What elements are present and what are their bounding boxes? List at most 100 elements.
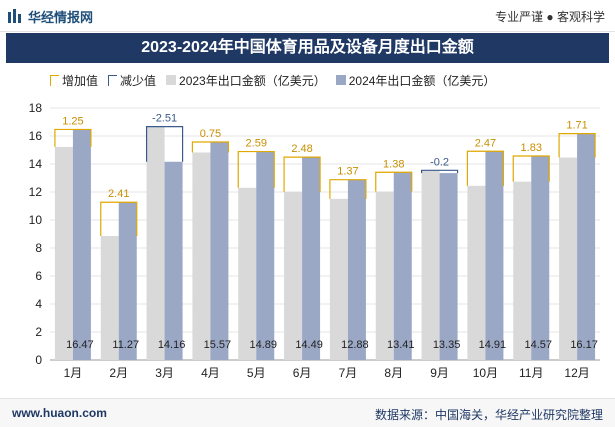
value-label-2024: 14.91 <box>479 339 507 351</box>
value-label-2024: 11.27 <box>112 339 139 351</box>
x-tick-label: 5月 <box>247 366 266 380</box>
value-label-2024: 14.16 <box>158 339 186 351</box>
x-tick-label: 6月 <box>293 366 312 380</box>
change-label: 1.83 <box>521 142 542 154</box>
change-label: 2.41 <box>108 188 129 200</box>
chart-plot: 0 2 4 6 8 10 12 14 16 18 1.25 16.47 1月 2.41 11.27 2月 -2.… <box>29 101 600 380</box>
bar-2024 <box>577 133 596 360</box>
value-label-2024: 15.57 <box>204 339 232 351</box>
change-label: 2.59 <box>246 138 267 150</box>
change-label: 2.48 <box>291 143 312 155</box>
increase-bracket <box>466 150 505 186</box>
legend-label-2023: 2023年出口金额（亿美元） <box>179 73 326 88</box>
bar-2023 <box>54 146 73 360</box>
logo-text: 华经情报网 <box>28 10 94 25</box>
bar-2023 <box>146 126 165 360</box>
bar-2024 <box>210 142 229 360</box>
x-tick-label: 2月 <box>109 366 128 380</box>
decrease-bracket <box>420 169 459 174</box>
y-tick-label: 18 <box>29 101 43 115</box>
y-tick-label: 6 <box>35 269 42 283</box>
value-label-2024: 13.35 <box>433 339 461 351</box>
increase-swatch-icon <box>50 74 59 86</box>
bar-2024 <box>72 129 91 360</box>
series-2024-swatch-icon <box>335 75 346 85</box>
change-label: 0.75 <box>200 128 221 140</box>
bar-2023 <box>192 152 211 360</box>
y-tick-label: 2 <box>35 325 42 339</box>
bar-2024 <box>118 202 137 360</box>
value-label-2024: 12.88 <box>341 339 369 351</box>
bar-2024 <box>439 173 458 360</box>
legend-label-decrease: 减少值 <box>120 73 157 88</box>
x-tick-label: 4月 <box>201 366 220 380</box>
footer-source: 数据来源：中国海关，华经产业研究院整理 <box>374 408 603 422</box>
bar-2023 <box>513 181 532 360</box>
x-tick-label: 11月 <box>519 366 543 380</box>
value-label-2024: 14.89 <box>249 339 277 351</box>
y-tick-label: 0 <box>35 353 42 367</box>
legend-item-2023: 2023年出口金额（亿美元） <box>166 72 326 89</box>
footer-url[interactable]: www.huaon.com <box>12 406 107 420</box>
x-tick-label: 8月 <box>384 366 403 380</box>
legend-label-2024: 2024年出口金额（亿美元） <box>348 73 496 88</box>
decrease-bracket <box>145 126 184 162</box>
bar-2024 <box>531 156 550 360</box>
y-tick-label: 16 <box>29 129 43 143</box>
x-tick-label: 3月 <box>155 366 174 380</box>
legend-item-decrease: 减少值 <box>108 72 156 89</box>
increase-bracket <box>191 141 230 153</box>
bar-2023 <box>100 235 119 360</box>
x-tick-label: 7月 <box>339 366 358 380</box>
change-label: 2.47 <box>475 137 496 149</box>
increase-bracket <box>558 133 596 158</box>
top-bar: 华经情报网 专业严谨 ● 客观科学 <box>0 0 615 32</box>
value-label-2024: 16.47 <box>66 339 94 351</box>
legend-label-increase: 增加值 <box>62 73 99 88</box>
bar-2023 <box>375 191 394 360</box>
value-label-2024: 14.49 <box>295 339 323 351</box>
increase-bracket <box>283 156 321 192</box>
increase-bracket <box>329 179 367 199</box>
bar-2024 <box>302 157 321 360</box>
bar-2024 <box>485 151 504 360</box>
y-tick-label: 14 <box>29 157 43 171</box>
bar-2024 <box>393 172 412 360</box>
bar-2024 <box>164 161 183 360</box>
change-label: 1.37 <box>337 166 358 178</box>
logo-icon <box>8 9 21 23</box>
change-label: 1.38 <box>383 158 404 170</box>
series-2023-swatch-icon <box>166 75 177 85</box>
bar-2023 <box>467 185 486 360</box>
value-label-2024: 16.17 <box>570 339 598 351</box>
y-tick-label: 12 <box>29 185 43 199</box>
chart-title: 2023-2024年中国体育用品及设备月度出口金额 <box>141 39 474 56</box>
bar-2023 <box>559 157 578 360</box>
increase-bracket <box>54 128 92 147</box>
header-slogan: 专业严谨 ● 客观科学 <box>495 10 605 24</box>
y-tick-label: 8 <box>35 241 42 255</box>
bar-2023 <box>284 191 303 360</box>
value-label-2024: 13.41 <box>387 339 415 351</box>
legend-item-increase: 增加值 <box>50 72 98 89</box>
decrease-swatch-icon <box>108 74 118 86</box>
change-label: 1.25 <box>62 115 83 127</box>
y-tick-label: 4 <box>35 297 42 311</box>
value-label-2024: 14.57 <box>524 339 552 351</box>
x-tick-label: 12月 <box>564 366 589 380</box>
footer: www.huaon.com 数据来源：中国海关，华经产业研究院整理 <box>0 398 615 427</box>
legend-item-2024: 2024年出口金额（亿美元） <box>335 72 496 89</box>
bar-2023 <box>329 198 348 360</box>
chart-legend: 增加值 减少值 2023年出口金额（亿美元） 2024年出口金额（亿美元） <box>50 70 505 90</box>
change-label: -0.2 <box>430 156 449 168</box>
x-tick-label: 9月 <box>430 366 449 380</box>
bar-2024 <box>256 151 275 360</box>
x-tick-label: 1月 <box>64 366 83 380</box>
bar-2023 <box>238 187 257 360</box>
title-bar: 2023-2024年中国体育用品及设备月度出口金额 <box>6 33 609 63</box>
change-label: 1.71 <box>566 120 587 132</box>
bar-2024 <box>347 179 366 360</box>
x-tick-label: 10月 <box>473 366 498 380</box>
increase-bracket <box>237 150 275 188</box>
increase-bracket <box>375 171 413 192</box>
